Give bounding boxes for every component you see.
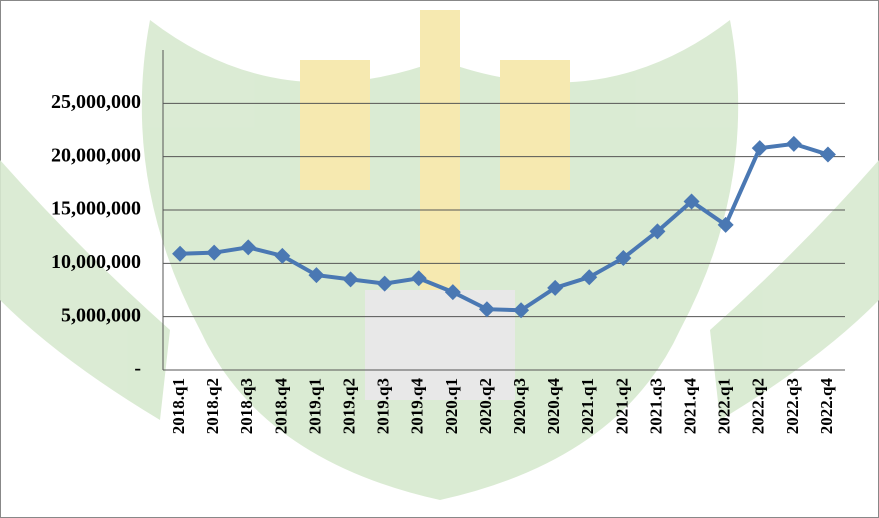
x-tick-label: 2018.q2	[203, 378, 222, 434]
x-tick-label: 2018.q4	[271, 378, 290, 435]
x-tick-label: 2018.q3	[237, 378, 256, 434]
y-tick-label: 15,000,000	[51, 198, 141, 220]
x-tick-label: 2022.q2	[749, 378, 768, 434]
y-tick-label: 10,000,000	[51, 251, 141, 273]
x-tick-label: 2019.q2	[339, 378, 358, 434]
x-tick-label: 2018.q1	[169, 378, 188, 434]
x-tick-label: 2019.q3	[374, 378, 393, 434]
x-tick-label: 2020.q1	[442, 378, 461, 434]
x-tick-label: 2021.q3	[646, 378, 665, 434]
y-tick-label: 5,000,000	[61, 304, 141, 326]
x-tick-label: 2019.q4	[408, 378, 427, 435]
y-tick-label: 20,000,000	[51, 144, 141, 166]
x-tick-label: 2022.q3	[783, 378, 802, 434]
x-tick-label: 2020.q3	[510, 378, 529, 434]
x-tick-label: 2020.q2	[476, 378, 495, 434]
x-tick-label: 2021.q2	[612, 378, 631, 434]
x-tick-label: 2022.q1	[715, 378, 734, 434]
chart: - 5,000,000 10,000,000 15,000,000 20,000,000…	[0, 0, 879, 518]
x-tick-label: 2021.q4	[680, 378, 699, 435]
page: - 5,000,000 10,000,000 15,000,000 20,000,000…	[0, 0, 879, 518]
y-tick-label: 25,000,000	[51, 91, 141, 113]
x-tick-label: 2019.q1	[305, 378, 324, 434]
x-tick-label: 2021.q1	[578, 378, 597, 434]
x-tick-label: 2022.q4	[817, 378, 836, 435]
x-tick-label: 2020.q4	[544, 378, 563, 435]
y-tick-label: -	[134, 358, 141, 380]
